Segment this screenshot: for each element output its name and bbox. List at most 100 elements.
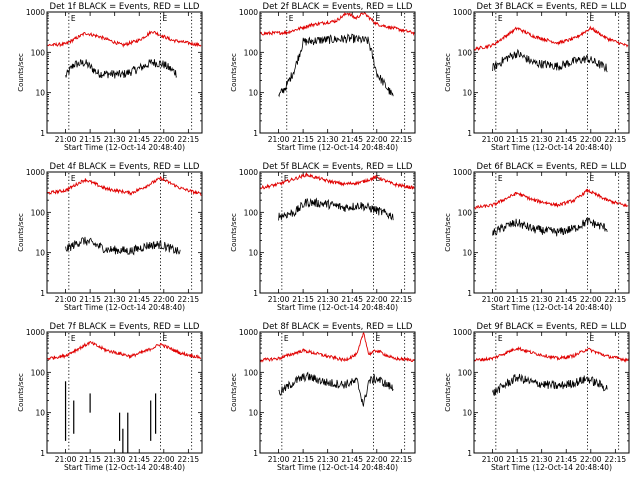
e-marker: E (284, 174, 289, 183)
x-tick-label: 21:45 (341, 295, 363, 304)
x-tick-label: 21:30 (531, 455, 553, 464)
x-tick-label: 22:15 (605, 295, 627, 304)
panel-title: Det 1f BLACK = Events, RED = LLD (50, 2, 200, 12)
x-tick-label: 21:30 (317, 455, 339, 464)
y-tick-label: 1000 (239, 8, 258, 17)
lld-series-line (260, 172, 415, 190)
y-tick-label: 10 (462, 89, 472, 98)
x-axis-label: Start Time (12-Oct-14 20:48:40) (64, 463, 185, 472)
x-tick-label: 21:30 (104, 295, 126, 304)
x-tick-label: 22:15 (178, 455, 200, 464)
panel-det-2: Det 2f BLACK = Events, RED = LLD 1 10 100 10… (230, 2, 416, 152)
x-tick-label: 22:15 (391, 295, 413, 304)
x-tick-label: 21:45 (341, 135, 363, 144)
x-tick-label: 22:00 (153, 135, 175, 144)
y-tick-label: 10 (462, 409, 472, 418)
y-tick-label: 100 (458, 48, 473, 57)
y-tick-label: 10 (248, 409, 258, 418)
events-series-line (278, 33, 394, 98)
x-axis-label: Start Time (12-Oct-14 20:48:40) (64, 143, 185, 152)
y-tick-label: 1000 (239, 328, 258, 337)
x-tick-label: 21:00 (268, 135, 290, 144)
e-marker: E (376, 334, 381, 343)
x-tick-label: 22:15 (605, 455, 627, 464)
y-tick-label: 1000 (453, 328, 472, 337)
e-marker: E (163, 14, 168, 23)
plot-frame (259, 331, 416, 454)
y-tick-label: 1 (40, 289, 45, 298)
y-axis-label: Counts/sec (17, 213, 25, 252)
y-tick-label: 10 (248, 89, 258, 98)
x-tick-label: 22:00 (153, 455, 175, 464)
lld-series-line (260, 332, 415, 363)
y-axis-label: Counts/sec (230, 213, 238, 252)
e-marker: E (590, 174, 595, 183)
panel-det-6: Det 6f BLACK = Events, RED = LLD 1 10 100 10… (444, 162, 630, 312)
plot-frame (473, 331, 630, 454)
y-tick-label: 100 (31, 368, 46, 377)
events-series-line (492, 217, 608, 237)
y-tick-label: 1000 (26, 328, 45, 337)
y-tick-label: 1 (253, 449, 258, 458)
e-marker: E (376, 174, 381, 183)
plot-frame (46, 331, 203, 454)
x-tick-label: 22:15 (605, 135, 627, 144)
y-tick-label: 100 (31, 208, 46, 217)
y-axis-label: Counts/sec (444, 373, 452, 412)
y-tick-label: 100 (458, 208, 473, 217)
y-tick-label: 10 (462, 249, 472, 258)
y-tick-label: 1000 (239, 168, 258, 177)
panel-det-8: Det 8f BLACK = Events, RED = LLD 1 10 100 10… (230, 322, 416, 472)
x-tick-label: 21:00 (482, 455, 504, 464)
lld-series-line (47, 176, 202, 196)
x-tick-label: 21:15 (292, 295, 314, 304)
panel-title: Det 7f BLACK = Events, RED = LLD (50, 322, 200, 332)
e-marker: E (284, 334, 289, 343)
e-marker: E (71, 174, 76, 183)
x-tick-label: 22:15 (178, 295, 200, 304)
x-tick-label: 22:00 (580, 455, 602, 464)
e-marker: E (71, 14, 76, 23)
x-tick-label: 21:15 (292, 455, 314, 464)
x-tick-label: 21:00 (55, 135, 77, 144)
plot-frame (259, 11, 416, 134)
x-tick-label: 21:00 (268, 295, 290, 304)
y-tick-label: 10 (35, 89, 45, 98)
y-axis-label: Counts/sec (444, 213, 452, 252)
x-tick-label: 21:15 (506, 295, 528, 304)
x-tick-label: 21:00 (268, 455, 290, 464)
y-tick-label: 1 (40, 129, 45, 138)
panel-title: Det 6f BLACK = Events, RED = LLD (477, 162, 627, 172)
y-tick-label: 10 (248, 249, 258, 258)
events-series-line (492, 48, 608, 73)
e-marker: E (590, 14, 595, 23)
x-tick-label: 21:00 (55, 295, 77, 304)
x-tick-label: 21:30 (531, 295, 553, 304)
x-tick-label: 21:45 (555, 455, 577, 464)
e-marker: E (289, 14, 294, 23)
y-axis-label: Counts/sec (17, 373, 25, 412)
x-tick-label: 21:00 (482, 135, 504, 144)
x-tick-label: 21:30 (317, 295, 339, 304)
y-tick-label: 100 (244, 368, 259, 377)
y-axis-label: Counts/sec (444, 53, 452, 92)
x-tick-label: 21:00 (482, 295, 504, 304)
x-tick-label: 21:45 (128, 295, 150, 304)
x-tick-label: 21:30 (531, 135, 553, 144)
y-tick-label: 1000 (26, 8, 45, 17)
plot-frame (46, 171, 203, 294)
y-tick-label: 1 (467, 449, 472, 458)
panel-title: Det 5f BLACK = Events, RED = LLD (263, 162, 413, 172)
lld-series-line (474, 346, 629, 363)
plot-frame (473, 171, 630, 294)
x-tick-label: 21:45 (128, 455, 150, 464)
x-axis-label: Start Time (12-Oct-14 20:48:40) (491, 143, 612, 152)
x-tick-label: 21:15 (79, 295, 101, 304)
x-tick-label: 21:45 (555, 135, 577, 144)
x-tick-label: 21:45 (555, 295, 577, 304)
x-tick-label: 21:15 (506, 455, 528, 464)
y-tick-label: 1 (467, 289, 472, 298)
x-tick-label: 22:00 (366, 295, 388, 304)
e-marker: E (163, 174, 168, 183)
x-tick-label: 22:15 (178, 135, 200, 144)
